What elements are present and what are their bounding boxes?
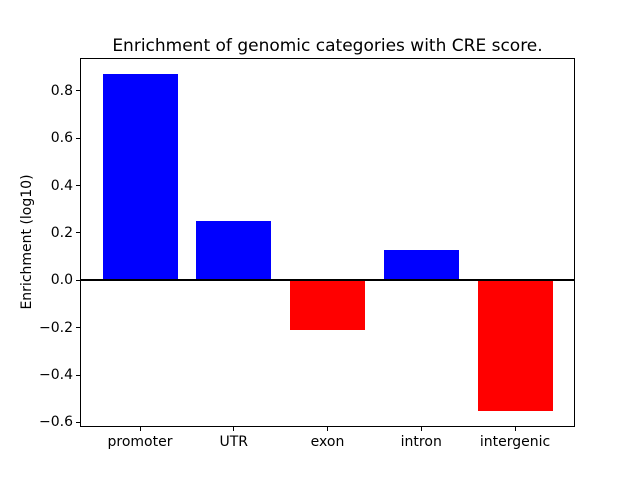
y-tick-label: 0.4 (50, 177, 73, 194)
x-tick-label: exon (310, 434, 345, 451)
y-tick-label: −0.6 (39, 414, 73, 431)
bar-exon (290, 280, 365, 331)
x-tick-label: intergenic (479, 434, 551, 451)
bar-intergenic (477, 280, 553, 411)
x-tick-label: intron (400, 434, 442, 451)
y-tick-label: 0.8 (50, 82, 73, 99)
y-tick-mark (76, 232, 80, 234)
bar-intron (383, 249, 459, 281)
y-tick-mark (76, 374, 80, 376)
y-tick-label: −0.4 (39, 367, 73, 384)
y-tick-label: 0.6 (50, 130, 73, 147)
y-tick-mark (76, 327, 80, 329)
y-tick-label: 0.2 (50, 224, 73, 241)
y-tick-mark (76, 185, 80, 187)
x-tick-mark (514, 427, 516, 432)
y-tick-mark (76, 90, 80, 92)
bar-promoter (102, 74, 178, 281)
x-tick-label: UTR (219, 434, 249, 451)
y-tick-label: −0.2 (39, 319, 73, 336)
y-tick-mark (76, 137, 80, 139)
x-tick-mark (233, 427, 235, 432)
x-tick-mark (420, 427, 422, 432)
y-tick-mark (76, 279, 80, 281)
y-tick-mark (76, 421, 80, 423)
chart-title: Enrichment of genomic categories with CR… (112, 36, 543, 56)
bar-UTR (196, 221, 272, 281)
zero-baseline (80, 279, 575, 282)
y-axis-label: Enrichment (log10) (19, 174, 35, 310)
x-tick-label: promoter (107, 434, 173, 451)
y-tick-label: 0.0 (50, 272, 73, 289)
x-tick-mark (327, 427, 328, 432)
x-tick-mark (139, 427, 141, 432)
